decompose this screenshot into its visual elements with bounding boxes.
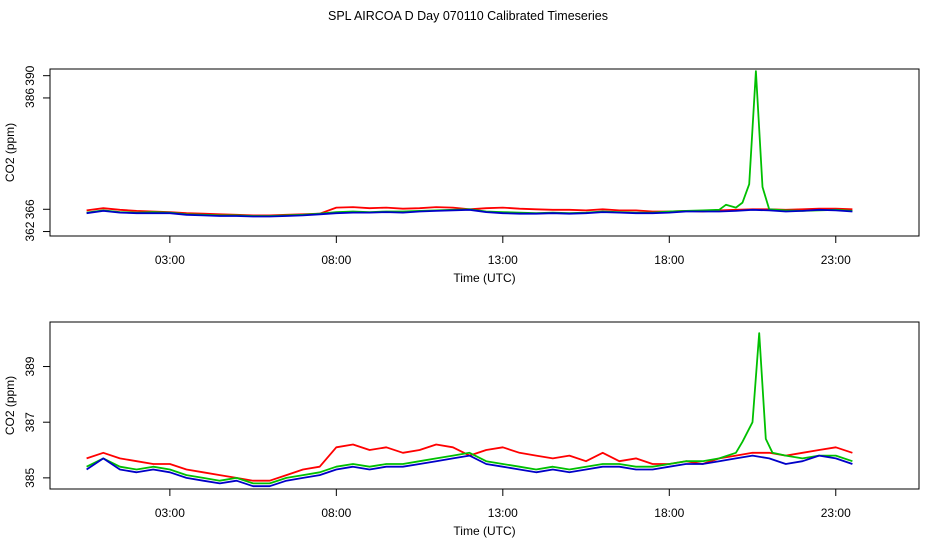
y-axis-label: CO2 (ppm): [3, 376, 17, 435]
x-tick-label: 18:00: [654, 253, 684, 267]
x-axis-label: Time (UTC): [453, 524, 515, 538]
y-tick-label: 386: [23, 88, 37, 108]
x-axis-label: Time (UTC): [453, 271, 515, 285]
y-tick-label: 366: [23, 199, 37, 219]
x-tick-label: 13:00: [488, 253, 518, 267]
plot-frame: [49, 321, 920, 490]
plot-frame: [49, 68, 920, 237]
chart-panel-1: 03:00 08:00 13:00 18:00 23:00 362 366 386 390 Tim…: [3, 65, 920, 285]
chart-panel-2: 03:00 08:00 13:00 18:00 23:00 385 387 389 Time (…: [3, 321, 920, 538]
series-line-2: [86, 332, 853, 485]
x-tick-label: 03:00: [155, 253, 185, 267]
x-tick-label: 23:00: [821, 253, 851, 267]
series-line-3: [86, 454, 853, 488]
y-tick-label: 385: [23, 468, 37, 488]
y-tick-label: 389: [23, 356, 37, 376]
x-tick-label: 13:00: [488, 506, 518, 520]
x-tick-label: 08:00: [321, 506, 351, 520]
series-line-3: [86, 208, 853, 218]
x-tick-label: 03:00: [155, 506, 185, 520]
y-axis-label: CO2 (ppm): [3, 123, 17, 182]
y-tick-label: 387: [23, 412, 37, 432]
x-tick-label: 18:00: [654, 506, 684, 520]
x-tick-label: 23:00: [821, 506, 851, 520]
y-tick-label: 390: [23, 65, 37, 85]
series-line-2: [86, 70, 853, 217]
figure-title: SPL AIRCOA D Day 070110 Calibrated Times…: [328, 9, 608, 23]
y-tick-label: 362: [23, 221, 37, 241]
x-tick-label: 08:00: [321, 253, 351, 267]
